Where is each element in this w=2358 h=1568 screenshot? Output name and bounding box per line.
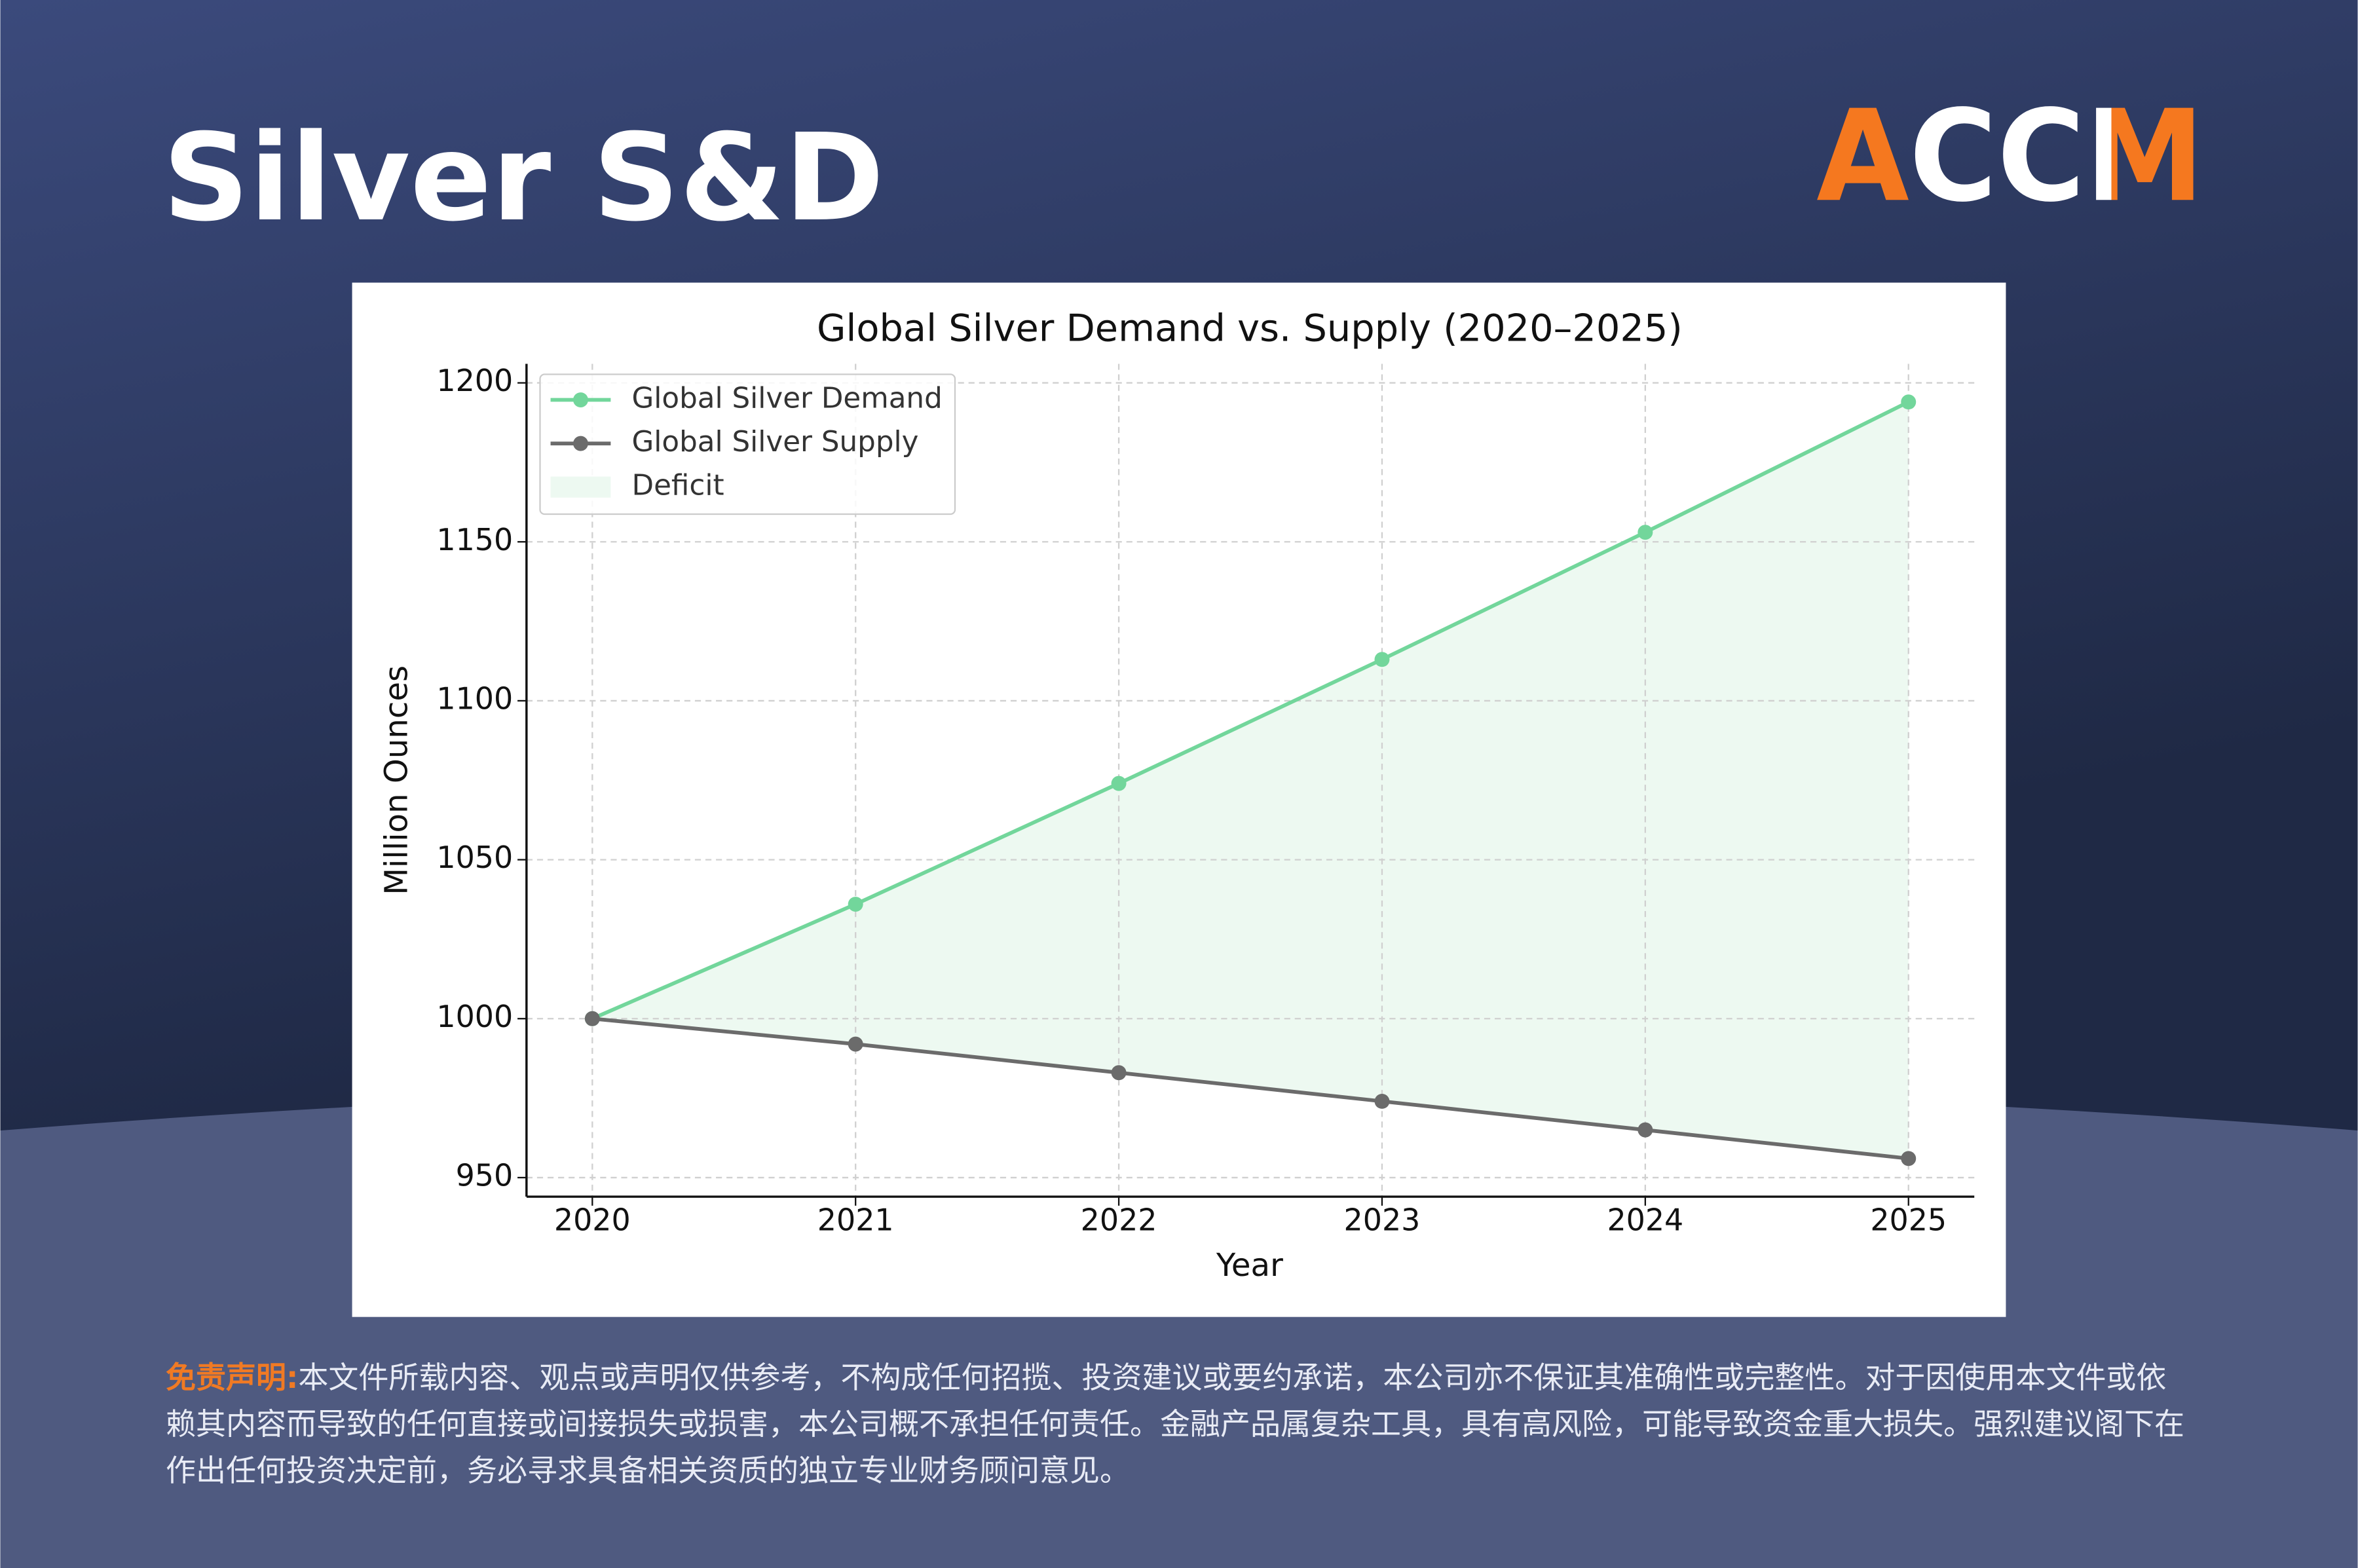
disclaimer-text: 本文件所载内容、观点或声明仅供参考，不构成任何招揽、投资建议或要约承诺，本公司亦…: [166, 1360, 2184, 1488]
y-tick-label: 1100: [436, 681, 513, 716]
x-tick-label: 2025: [1870, 1203, 1947, 1238]
legend-swatch: [550, 476, 611, 498]
y-tick-label: 950: [456, 1157, 514, 1193]
point: [1901, 394, 1917, 410]
x-tick-label: 2020: [554, 1203, 631, 1238]
point: [1374, 652, 1390, 667]
point: [1111, 775, 1127, 791]
point: [1374, 1093, 1390, 1109]
disclaimer: 免责声明:本文件所载内容、观点或声明仅供参考，不构成任何招揽、投资建议或要约承诺…: [166, 1354, 2196, 1494]
point: [1638, 1122, 1653, 1138]
chart: Global Silver Demand vs. Supply (2020–20…: [379, 307, 1975, 1284]
legend-marker: [572, 436, 588, 451]
point: [1638, 525, 1653, 540]
x-tick-label: 2021: [817, 1203, 894, 1238]
series-line: [592, 1017, 1909, 1161]
y-tick-label: 1200: [436, 363, 513, 398]
point: [1901, 1151, 1917, 1167]
y-tick-label: 1000: [436, 999, 513, 1034]
y-axis-label: Million Ounces: [379, 665, 415, 895]
legend-marker: [572, 392, 588, 408]
point: [848, 1036, 863, 1052]
point: [1111, 1065, 1127, 1081]
y-tick-label: 1150: [436, 522, 513, 557]
page-title: Silver S&D: [162, 109, 884, 248]
point: [848, 897, 863, 912]
y-tick-label: 1050: [436, 840, 513, 875]
legend-label: Global Silver Demand: [632, 383, 943, 415]
deficit-area: [592, 401, 1909, 1159]
legend-box: [539, 373, 956, 515]
legend-label: Global Silver Supply: [632, 426, 919, 458]
chart-title: Global Silver Demand vs. Supply (2020–20…: [817, 307, 1683, 350]
x-tick-label: 2022: [1081, 1203, 1157, 1238]
point: [584, 1011, 600, 1026]
legend-label: Deficit: [632, 470, 724, 502]
x-tick-label: 2024: [1607, 1203, 1683, 1238]
x-tick-label: 2023: [1344, 1203, 1421, 1238]
series-line: [591, 400, 1910, 1020]
logo: ACCM: [1816, 83, 2204, 230]
x-axis-label: Year: [1216, 1247, 1283, 1284]
disclaimer-label: 免责声明:: [166, 1360, 299, 1395]
